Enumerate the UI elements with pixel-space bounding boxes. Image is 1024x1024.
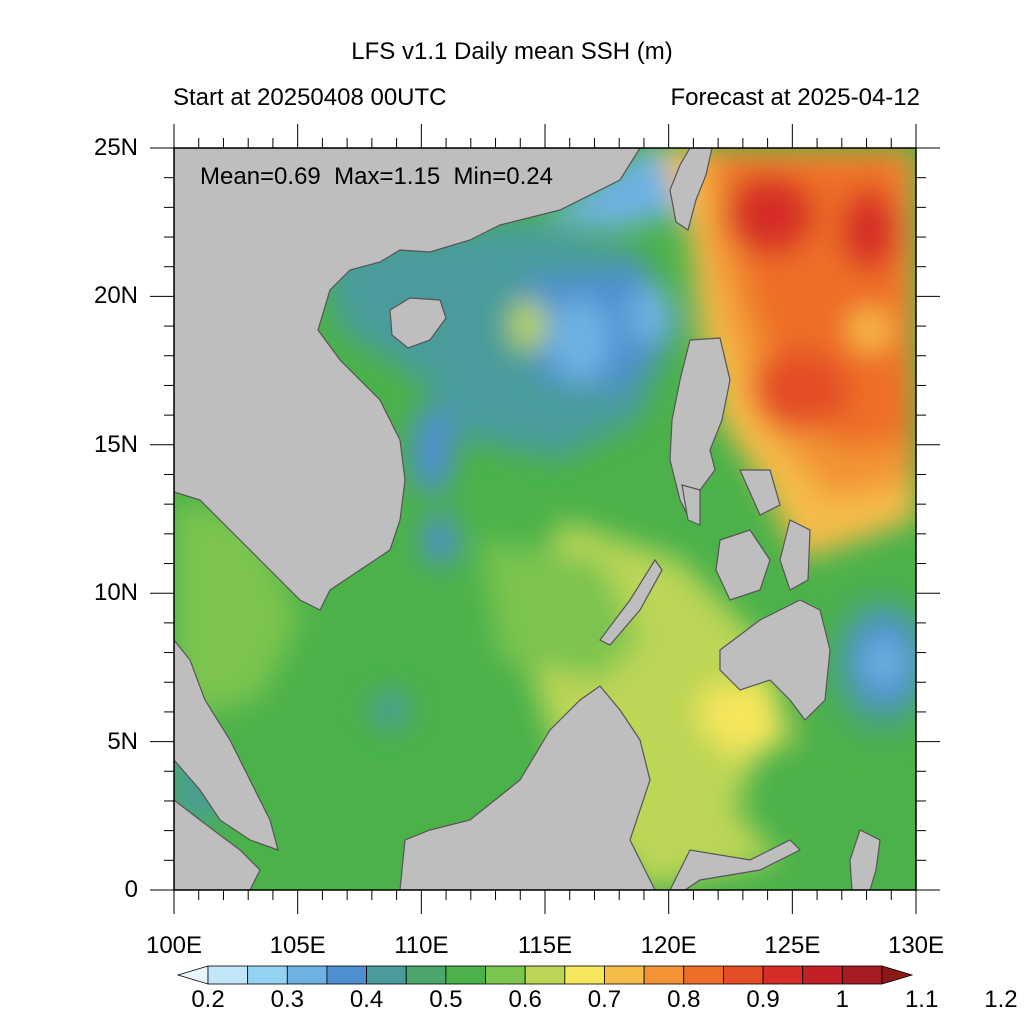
colorbar-label: 1 <box>835 986 850 1013</box>
colorbar-box <box>405 965 447 985</box>
colorbar-label: 0.4 <box>349 986 384 1013</box>
lon-label: 130E <box>887 932 945 959</box>
colorbar-box <box>445 965 486 985</box>
lon-label: 105E <box>269 932 326 959</box>
lon-label: 100E <box>145 932 203 959</box>
colorbar-box <box>247 965 288 985</box>
lon-label: 120E <box>640 932 697 959</box>
colorbar-label: 0.6 <box>508 986 542 1013</box>
colorbar-box <box>762 965 804 985</box>
forecast-date-label: Forecast at 2025-04-12 <box>670 84 920 111</box>
lat-label: 5N <box>107 727 138 755</box>
colorbar-box <box>643 965 685 985</box>
colorbar-label: 1.2 <box>984 986 1018 1013</box>
stats-min: Min=0.24 <box>453 163 553 190</box>
colorbar-box <box>564 965 605 985</box>
colorbar-box <box>326 965 367 985</box>
lon-label: 115E <box>517 932 573 959</box>
colorbar-label: 0.2 <box>191 986 225 1013</box>
colorbar-box <box>683 965 724 985</box>
lat-label: 25N <box>93 134 138 161</box>
stats-mean: Mean=0.69 <box>200 163 321 190</box>
colorbar-label: 1.1 <box>904 986 939 1013</box>
land <box>174 148 881 890</box>
ssh-contours <box>174 148 916 890</box>
stats-annotation: Mean=0.69 Max=1.15 Min=0.24 <box>200 163 553 191</box>
colorbar-box <box>286 965 328 985</box>
colorbar-box <box>366 965 407 985</box>
lat-label: 0 <box>124 876 138 903</box>
colorbar-box <box>841 965 883 985</box>
colorbar-box <box>802 965 843 985</box>
colorbar-label: 0.8 <box>667 986 701 1013</box>
axis-ticks <box>150 124 940 914</box>
colorbar-box <box>524 965 566 985</box>
colorbar-label: 0.7 <box>587 986 622 1013</box>
colorbar-box <box>604 965 645 985</box>
colorbar <box>176 965 914 985</box>
start-time-label: Start at 20250408 00UTC <box>173 84 447 111</box>
colorbar-label: 0.9 <box>746 986 780 1013</box>
colorbar-max-arrow <box>881 965 914 985</box>
colorbar-label: 0.3 <box>270 986 304 1013</box>
colorbar-box <box>485 965 526 985</box>
lon-label: 125E <box>764 932 821 959</box>
lat-label: 10N <box>93 579 138 607</box>
lat-label: 15N <box>93 430 138 458</box>
lon-label: 110E <box>394 932 449 959</box>
colorbar-min-arrow <box>176 965 209 985</box>
colorbar-label: 0.5 <box>429 986 463 1013</box>
stats-max: Max=1.15 <box>334 163 441 190</box>
colorbar-box <box>723 965 764 985</box>
colorbar-box <box>207 965 249 985</box>
lat-label: 20N <box>93 282 138 310</box>
map-title: LFS v1.1 Daily mean SSH (m) <box>351 38 673 65</box>
